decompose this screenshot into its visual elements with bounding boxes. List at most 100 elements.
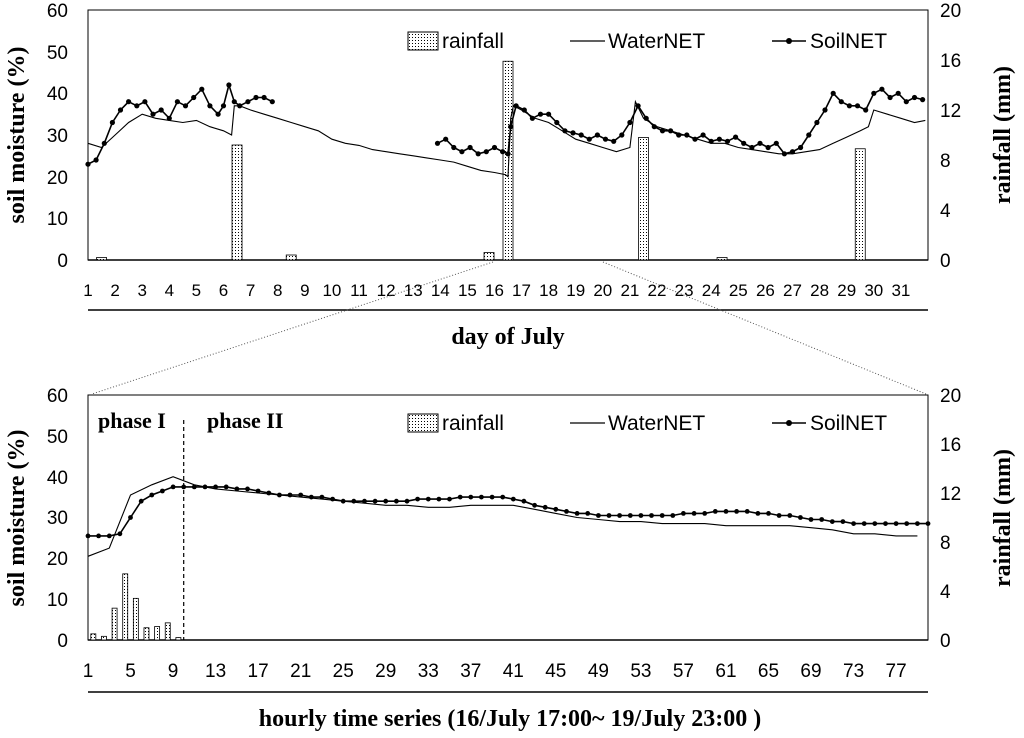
bottom-x-tick-45: 45 — [545, 661, 566, 682]
bottom-soilnet-point — [808, 517, 814, 522]
bottom-soilnet-point — [447, 496, 452, 502]
bottom-soilnet-point — [574, 511, 580, 516]
bottom-y2-tick-4: 4 — [940, 582, 951, 603]
bottom-waternet-line — [87, 476, 918, 557]
top-soilnet-point — [513, 103, 519, 109]
top-soilnet-point — [109, 119, 115, 126]
top-x-tick-30: 30 — [864, 281, 883, 300]
top-soilnet-point — [126, 99, 132, 105]
bottom-x-tick-17: 17 — [248, 661, 269, 682]
top-x-tick-12: 12 — [377, 281, 396, 300]
bottom-soilnet-point — [681, 511, 686, 516]
bottom-soilnet-point — [277, 492, 282, 498]
top-soilnet-point — [651, 124, 657, 130]
top-x-tick-22: 22 — [648, 281, 667, 300]
top-soilnet-point — [93, 157, 99, 163]
bottom-x-tick-69: 69 — [800, 661, 821, 682]
bottom-soilnet-point — [425, 496, 431, 502]
top-soilnet-point — [741, 140, 747, 146]
bottom-y-tick-50: 50 — [47, 427, 68, 448]
bottom-x-tick-65: 65 — [758, 661, 779, 682]
bottom-soilnet-point — [553, 506, 559, 512]
bottom-soilnet-point — [436, 496, 442, 502]
top-soilnet-point — [830, 90, 836, 96]
top-soilnet-point — [505, 151, 511, 157]
top-rainfall-bar-0 — [96, 257, 107, 261]
top-soilnet-point — [101, 140, 107, 146]
top-x-tick-1: 1 — [83, 281, 92, 300]
top-soilnet-point — [483, 149, 489, 155]
top-soilnet-point — [708, 138, 714, 144]
top-x-tick-31: 31 — [891, 281, 910, 300]
top-rainfall-bar-1 — [231, 144, 243, 261]
top-soilnet-point — [85, 161, 91, 167]
bottom-legend-soilnet-label: SoilNET — [810, 412, 887, 435]
top-x-tick-17: 17 — [512, 281, 531, 300]
top-soilnet-point — [903, 99, 909, 105]
top-x-tick-28: 28 — [810, 281, 829, 300]
bottom-soilnet-point — [510, 496, 516, 502]
top-y-tick-60: 60 — [47, 1, 68, 22]
bottom-soilnet-point — [670, 513, 676, 518]
top-soilnet-point — [459, 149, 465, 155]
bottom-x-tick-41: 41 — [503, 661, 524, 682]
bottom-soilnet-point — [330, 496, 335, 502]
top-soilnet-point — [879, 86, 885, 92]
bottom-legend-soilnet-marker — [786, 420, 792, 426]
bottom-x-tick-13: 13 — [205, 661, 226, 682]
bottom-soilnet-point — [191, 484, 197, 490]
bottom-y2-tick-8: 8 — [940, 533, 951, 554]
bottom-soilnet-point — [223, 484, 229, 490]
bottom-x-axis-label: hourly time series (16/July 17:00~ 19/Ju… — [259, 706, 761, 732]
bottom-soilnet-point — [117, 531, 123, 537]
bottom-y-tick-30: 30 — [47, 508, 68, 529]
top-soilnet-point — [562, 128, 568, 134]
bottom-x-tick-49: 49 — [588, 661, 609, 682]
bottom-soilnet-point — [234, 486, 240, 492]
bottom-soilnet-point — [829, 519, 835, 524]
bottom-soilnet-point — [319, 494, 325, 500]
top-soilnet-point — [594, 132, 601, 138]
bottom-soilnet-point — [415, 496, 420, 502]
top-soilnet-point — [215, 111, 221, 117]
top-x-tick-14: 14 — [431, 281, 450, 300]
bottom-moisture-series — [85, 476, 931, 557]
bottom-x-tick-21: 21 — [290, 661, 311, 682]
top-x-tick-18: 18 — [539, 281, 558, 300]
top-soilnet-point — [269, 99, 275, 105]
bottom-x-tick-29: 29 — [375, 661, 396, 682]
top-soilnet-point — [846, 103, 853, 109]
top-y-tick-40: 40 — [47, 84, 68, 105]
top-legend-soilnet-marker — [786, 38, 792, 44]
top-soilnet-point — [822, 107, 828, 113]
top-soilnet-point — [798, 144, 804, 151]
top-soilnet-point — [781, 151, 788, 157]
top-soilnet-point — [863, 107, 869, 113]
bottom-x-tick-9: 9 — [168, 661, 179, 682]
top-soilnet-point — [627, 119, 633, 126]
bottom-soilnet-point — [734, 509, 739, 514]
top-soilnet-point — [521, 107, 527, 113]
bottom-soilnet-point — [213, 484, 219, 490]
bottom-soilnet-point — [925, 521, 931, 526]
top-x-axis-label: day of July — [451, 324, 564, 350]
bottom-x-tick-57: 57 — [673, 661, 694, 682]
bottom-soilnet-point — [106, 533, 112, 539]
bottom-rainfall-bar-0 — [90, 633, 97, 641]
top-soilnet-point — [117, 107, 124, 113]
top-soilnet-point — [500, 149, 506, 155]
top-x-tick-2: 2 — [110, 281, 119, 300]
top-soilnet-point — [231, 99, 237, 105]
bottom-soilnet-point — [617, 513, 622, 518]
bottom-soilnet-point — [96, 533, 101, 539]
bottom-legend-rainfall-swatch — [407, 413, 439, 433]
top-legend: rainfall WaterNET SoilNET — [407, 30, 887, 53]
top-y2-tick-8: 8 — [940, 151, 951, 172]
bottom-x-tick-61: 61 — [715, 661, 736, 682]
top-x-tick-11: 11 — [350, 281, 368, 300]
bottom-soilnet-point — [851, 521, 856, 526]
top-soilnet-point — [166, 115, 172, 121]
bottom-soilnet-point — [287, 492, 293, 498]
top-soilnet-point — [659, 128, 666, 134]
